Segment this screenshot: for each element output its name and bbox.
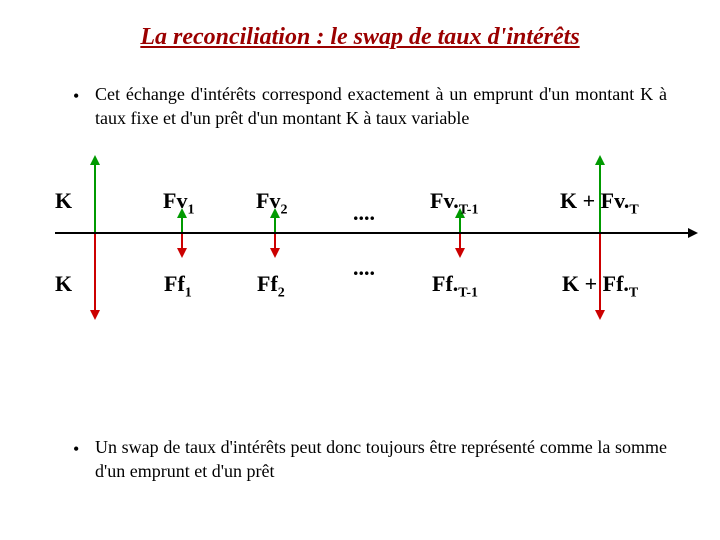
label-kfvt: K + Fv.T bbox=[560, 188, 639, 218]
label-dots-up: .... bbox=[353, 200, 375, 226]
label-fv2: Fv2 bbox=[256, 188, 287, 218]
label-ff1: Ff1 bbox=[164, 271, 192, 301]
label-fv1: Fv1 bbox=[163, 188, 194, 218]
label-dots-down: .... bbox=[353, 255, 375, 281]
label-fft1: Ff.T-1 bbox=[432, 271, 478, 301]
label-fvt1: Fv.T-1 bbox=[430, 188, 478, 218]
label-k-up: K bbox=[55, 188, 72, 214]
label-kfft: K + Ff.T bbox=[562, 271, 638, 301]
label-k-down: K bbox=[55, 271, 72, 297]
label-ff2: Ff2 bbox=[257, 271, 285, 301]
